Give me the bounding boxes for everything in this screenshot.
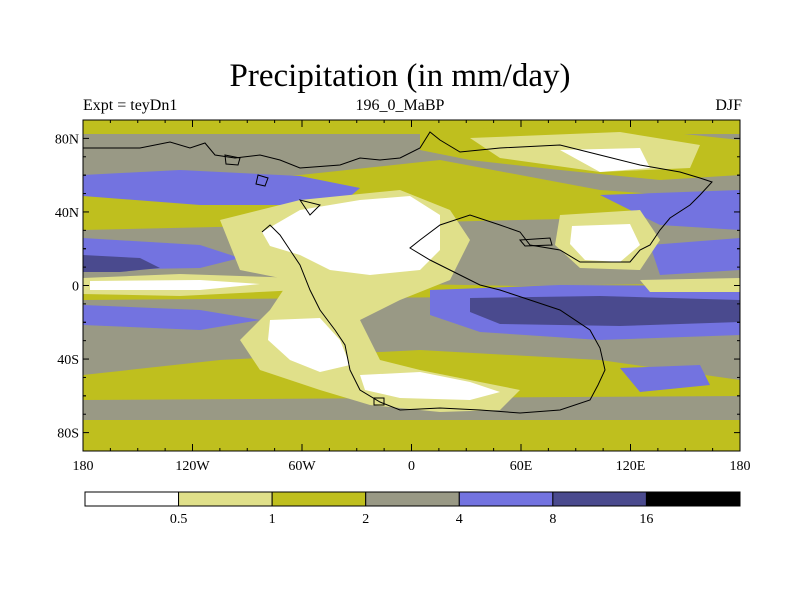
coastline-path <box>255 174 269 187</box>
field-band <box>83 305 260 330</box>
colorbar-label: 0.5 <box>170 512 188 527</box>
lon-tick-label: 60E <box>510 459 533 474</box>
field-band <box>262 196 440 275</box>
field-band <box>600 190 740 230</box>
lat-tick-label: 40S <box>57 353 79 368</box>
lat-tick-label: 0 <box>72 280 79 295</box>
colorbar-swatch <box>365 491 460 507</box>
field-band <box>470 296 740 326</box>
lon-tick-label: 180 <box>730 459 751 474</box>
precipitation-field <box>83 120 740 451</box>
field-band <box>83 420 740 451</box>
lon-tick-label: 180 <box>73 459 94 474</box>
colorbar-label: 2 <box>362 512 369 527</box>
field-band <box>650 238 740 275</box>
lon-tick-label: 120W <box>175 459 210 474</box>
field-band <box>360 372 500 400</box>
latitude-axis: 80N 40N 0 40S 80S <box>55 119 740 452</box>
lat-tick-label: 40N <box>55 206 79 221</box>
field-band <box>560 148 650 172</box>
field-band <box>640 278 740 292</box>
field-band <box>90 280 260 290</box>
colorbar-label: 8 <box>549 512 556 527</box>
lat-tick-label: 80S <box>57 427 79 442</box>
map-title: Precipitation (in mm/day) <box>229 58 571 94</box>
colorbar-swatch <box>458 491 554 507</box>
field-band <box>620 365 710 392</box>
experiment-label: Expt = teyDn1 <box>83 97 178 114</box>
coastline-path <box>373 397 385 406</box>
season-label: DJF <box>715 97 742 114</box>
colorbar-swatch <box>552 491 647 507</box>
lon-tick-label: 60W <box>288 459 316 474</box>
field-band <box>83 170 360 205</box>
field-band <box>268 318 350 372</box>
lat-tick-label: 80N <box>55 132 79 147</box>
time-label: 196_0_MaBP <box>355 97 445 114</box>
colorbar-swatch <box>84 491 180 507</box>
field-band <box>83 255 160 272</box>
lon-tick-label: 120E <box>616 459 646 474</box>
colorbar-swatch <box>645 491 741 507</box>
coastline-path <box>298 199 321 216</box>
colorbar: 0.5 1 2 4 8 16 <box>84 491 741 527</box>
colorbar-label: 1 <box>269 512 276 527</box>
coastline-path <box>224 154 241 166</box>
lon-tick-label: 0 <box>408 459 415 474</box>
longitude-axis: 180 120W 60W 0 60E 120E 180 <box>73 120 751 474</box>
coastline <box>83 131 713 414</box>
colorbar-swatch <box>178 491 273 507</box>
colorbar-label: 4 <box>456 512 463 527</box>
colorbar-label: 16 <box>639 512 653 527</box>
field-band <box>570 224 640 262</box>
coastline-path <box>83 131 713 414</box>
coastline-path <box>518 237 553 247</box>
colorbar-swatch <box>271 491 367 507</box>
